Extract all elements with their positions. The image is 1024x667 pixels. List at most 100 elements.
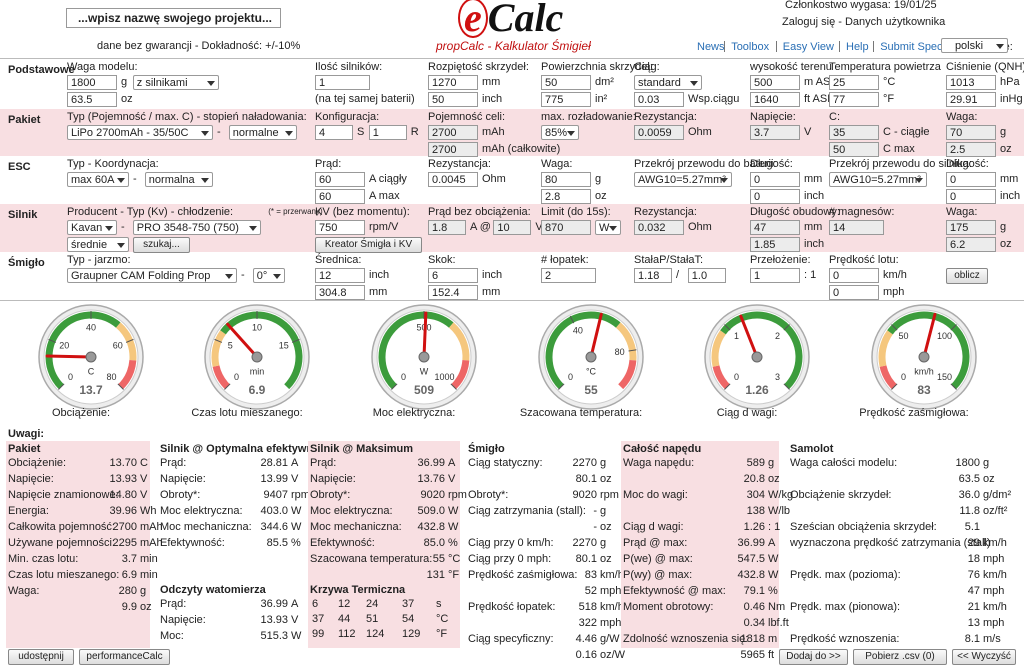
text-input[interactable]: 0.0045 — [428, 172, 478, 187]
dropdown[interactable]: AWG10=5.27mm² — [634, 172, 732, 187]
result-label: Prędk. max (pionowa): — [790, 601, 901, 613]
text-input[interactable]: 1270 — [428, 75, 478, 90]
text-input[interactable]: 152.4 — [428, 285, 478, 300]
text-input[interactable]: 1 — [750, 268, 800, 283]
text-input[interactable]: 1.8 — [428, 220, 466, 235]
result-unit: km/h — [600, 601, 624, 613]
text-input[interactable]: 50 — [829, 142, 879, 157]
dropdown[interactable]: z silnikami — [132, 75, 219, 90]
result-label: Napięcie: — [160, 614, 206, 626]
text-input[interactable]: 2.8 — [541, 189, 591, 204]
text-input[interactable]: 4 — [315, 125, 353, 140]
language-select[interactable]: polski — [941, 38, 1008, 53]
dropdown[interactable]: W — [595, 220, 621, 235]
button[interactable]: Dodaj do >> — [779, 649, 848, 665]
text-input[interactable]: 1 — [315, 75, 370, 90]
text-input[interactable]: 175 — [946, 220, 996, 235]
text-input[interactable]: 3.7 — [750, 125, 800, 140]
text-input[interactable]: 6 — [428, 268, 478, 283]
text-input[interactable]: 25 — [829, 75, 879, 90]
nav-link[interactable]: News — [697, 41, 725, 53]
text-input[interactable]: 1.85 — [750, 237, 800, 252]
dropdown[interactable]: Kavan — [67, 220, 117, 235]
text-input[interactable]: 0 — [946, 172, 996, 187]
text-input[interactable]: 0 — [946, 189, 996, 204]
text-input[interactable]: 2700 — [428, 125, 478, 140]
remarks-label: Uwagi: — [8, 428, 45, 440]
text-input[interactable]: 1640 — [750, 92, 800, 107]
thermal-cell: °C — [436, 613, 449, 625]
result-unit: W — [448, 505, 459, 517]
row-label: Pakiet — [8, 114, 41, 126]
text-input[interactable]: 2700 — [428, 142, 478, 157]
button[interactable]: oblicz — [946, 268, 988, 284]
button[interactable]: Kreator Śmigła i KV — [315, 237, 422, 253]
text-input[interactable]: 0.03 — [634, 92, 684, 107]
dropdown[interactable]: LiPo 2700mAh - 35/50C — [67, 125, 213, 140]
result-label: Szacowana temperatura: — [310, 553, 433, 565]
text-input[interactable]: 750 — [315, 220, 365, 235]
text-input[interactable]: 35 — [829, 125, 879, 140]
result-value: 2700 — [112, 521, 137, 533]
nav-link[interactable]: Toolbox — [731, 41, 770, 53]
text-input[interactable]: 63.5 — [67, 92, 117, 107]
logo-e: e — [458, 0, 488, 38]
text-input[interactable]: 70 — [946, 125, 996, 140]
text-input[interactable]: 29.91 — [946, 92, 996, 107]
text-input[interactable]: 60 — [315, 189, 365, 204]
dropdown[interactable]: normalna — [144, 172, 213, 187]
nav-link[interactable]: Easy View — [782, 41, 834, 53]
text-input[interactable]: 1.18 — [634, 268, 672, 283]
text-input[interactable]: 1013 — [946, 75, 996, 90]
text-input[interactable]: 14 — [829, 220, 884, 235]
nav-link[interactable]: Submit Specs — [880, 41, 949, 53]
text-input[interactable]: 304.8 — [315, 285, 365, 300]
text-input[interactable]: 80 — [541, 172, 591, 187]
project-name-input[interactable]: ...wpisz nazwę swojego projektu... — [66, 8, 281, 28]
text-input[interactable]: 77 — [829, 92, 879, 107]
button[interactable]: udostępnij — [8, 649, 74, 665]
text-input[interactable]: 1 — [368, 125, 407, 140]
result-label: Moc do wagi: — [623, 489, 688, 501]
text-input[interactable]: 1.0 — [687, 268, 726, 283]
dropdown[interactable]: 0° — [252, 268, 285, 283]
button[interactable]: Pobierz .csv (0) — [853, 649, 947, 665]
text-input[interactable]: 6.2 — [946, 237, 996, 252]
result-unit: V — [140, 489, 148, 501]
text-input[interactable]: 12 — [315, 268, 365, 283]
dropdown[interactable]: AWG10=5.27mm² — [829, 172, 927, 187]
text-input[interactable]: 870 — [541, 220, 591, 235]
button[interactable]: szukaj... — [133, 237, 190, 253]
nav-link[interactable]: Help — [846, 41, 869, 53]
text-input[interactable]: 2.5 — [946, 142, 996, 157]
text-input[interactable]: 0 — [829, 268, 879, 283]
text-input[interactable]: 775 — [541, 92, 591, 107]
button[interactable]: << Wyczyść — [952, 649, 1016, 665]
text-input[interactable]: 0.032 — [634, 220, 684, 235]
text-input[interactable]: 0 — [750, 172, 800, 187]
dropdown[interactable]: max 60A — [67, 172, 129, 187]
text-input[interactable]: 0 — [750, 189, 800, 204]
text-input[interactable]: 10 — [493, 220, 532, 235]
login-link[interactable]: Zaloguj się - Danych użytkownika — [782, 16, 946, 28]
text-input[interactable]: 500 — [750, 75, 800, 90]
dropdown[interactable]: średnie — [67, 237, 129, 252]
result-label: Obroty*: — [310, 489, 351, 501]
text-input[interactable]: 47 — [750, 220, 800, 235]
text-input[interactable]: 2 — [541, 268, 596, 283]
gauge-zone — [887, 311, 970, 390]
text-input[interactable]: 0.0059 — [634, 125, 684, 140]
dropdown[interactable]: 85% — [541, 125, 579, 140]
text-input[interactable]: 0 — [829, 285, 879, 300]
dropdown[interactable]: Graupner CAM Folding Prop — [67, 268, 237, 283]
button[interactable]: performanceCalc — [79, 649, 170, 665]
nav-separator — [775, 41, 777, 52]
text-input[interactable]: 60 — [315, 172, 365, 187]
text-input[interactable]: 50 — [428, 92, 478, 107]
dropdown[interactable]: standard — [634, 75, 702, 90]
dropdown[interactable]: normalne — [228, 125, 297, 140]
dropdown[interactable]: PRO 3548-750 (750) — [132, 220, 261, 235]
text-input[interactable]: 1800 — [67, 75, 117, 90]
result-value: 55 — [432, 553, 445, 565]
text-input[interactable]: 50 — [541, 75, 591, 90]
